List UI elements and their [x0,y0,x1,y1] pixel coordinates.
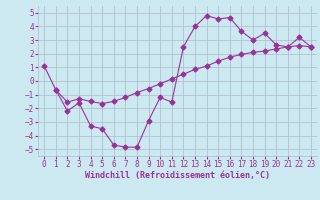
X-axis label: Windchill (Refroidissement éolien,°C): Windchill (Refroidissement éolien,°C) [85,171,270,180]
